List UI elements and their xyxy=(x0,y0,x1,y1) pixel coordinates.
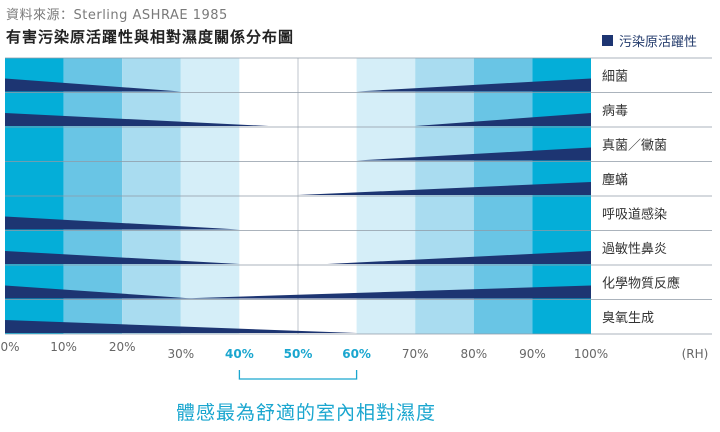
activity-wedge-low xyxy=(5,78,181,92)
x-tick-label: 80% xyxy=(460,347,487,361)
activity-wedge-low xyxy=(5,113,269,126)
chart-title: 有害污染原活躍性與相對濕度關係分布圖 xyxy=(6,28,295,46)
comfort-zone-label: 體感最為舒適的室內相對濕度 xyxy=(175,402,436,424)
activity-wedge-high xyxy=(298,182,591,195)
x-tick-label: 70% xyxy=(402,347,429,361)
source-note: 資料來源：Sterling ASHRAE 1985 xyxy=(6,8,228,23)
x-tick-label: 100% xyxy=(574,347,608,361)
category-label: 過敏性鼻炎 xyxy=(602,241,667,257)
activity-wedge-low xyxy=(5,251,240,264)
category-label: 塵蟎 xyxy=(602,173,628,188)
x-tick-label: 90% xyxy=(519,347,546,361)
category-label: 真菌／黴菌 xyxy=(602,138,667,153)
x-tick-label: 0% xyxy=(0,340,19,354)
x-unit-label: (RH) xyxy=(682,347,709,361)
legend-label: 污染原活躍性 xyxy=(619,35,698,50)
activity-wedge-high xyxy=(356,147,591,161)
category-label: 細菌 xyxy=(602,69,628,84)
activity-wedge-high xyxy=(327,251,591,264)
category-label: 臭氧生成 xyxy=(602,311,654,326)
x-tick-label: 10% xyxy=(50,340,77,354)
legend: 污染原活躍性 xyxy=(602,31,697,50)
activity-wedge-low xyxy=(5,216,240,230)
x-tick-label: 40% xyxy=(225,347,254,361)
legend-swatch xyxy=(602,35,613,46)
activity-wedge-high xyxy=(356,78,591,92)
activity-wedge-low xyxy=(5,285,193,299)
comfort-bracket xyxy=(238,370,358,380)
x-tick-label: 30% xyxy=(167,347,194,361)
x-tick-label: 50% xyxy=(284,347,313,361)
category-label: 呼吸道感染 xyxy=(602,206,667,222)
x-tick-label: 60% xyxy=(342,347,371,361)
category-label: 病毒 xyxy=(602,104,628,119)
activity-wedge-high xyxy=(415,113,591,126)
activity-wedge-low xyxy=(5,320,357,333)
activity-wedge-high xyxy=(180,285,592,299)
x-tick-label: 20% xyxy=(109,340,136,354)
category-label: 化學物質反應 xyxy=(602,275,680,291)
